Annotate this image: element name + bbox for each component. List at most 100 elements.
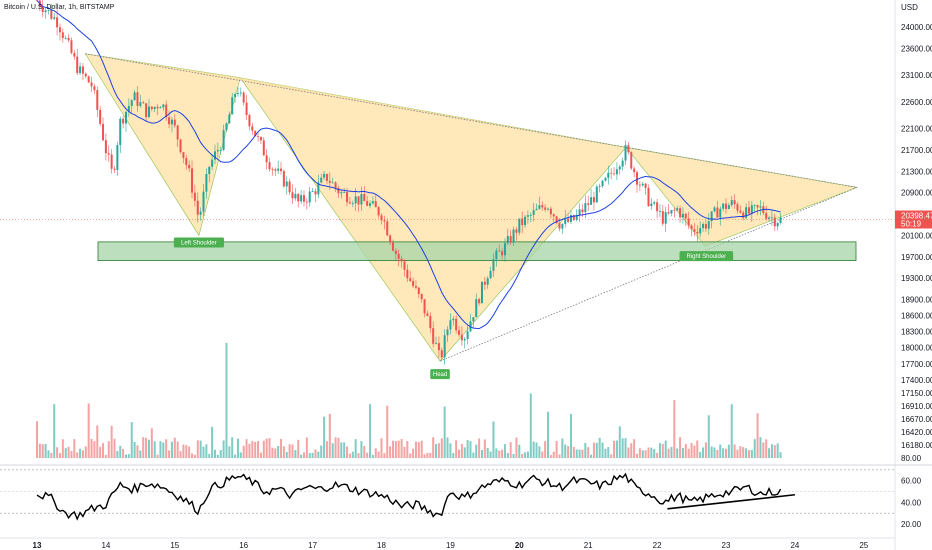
time-tick-label: 13 <box>33 541 42 550</box>
candle-body <box>592 197 595 203</box>
candle-body <box>308 191 311 203</box>
volume-bar <box>727 444 730 458</box>
candle-body <box>681 213 684 218</box>
volume-bar <box>633 439 636 458</box>
candle-body <box>615 169 618 175</box>
candle-body <box>317 182 320 195</box>
volume-bar <box>87 403 90 458</box>
volume-bar <box>245 439 248 458</box>
candle-body <box>549 208 552 215</box>
candle-body <box>503 243 506 256</box>
volume-bar <box>130 422 133 458</box>
candle-body <box>64 37 67 39</box>
candle-body <box>658 211 661 212</box>
volume-bar <box>216 454 219 458</box>
volume-bar <box>501 449 504 458</box>
volume-bar <box>684 443 687 458</box>
candle-body <box>199 211 202 215</box>
volume-bar <box>621 438 624 458</box>
volume-bar <box>679 437 682 458</box>
volume-bar <box>84 446 87 458</box>
volume-bar <box>73 439 76 458</box>
candle-body <box>397 253 400 259</box>
volume-bar <box>280 438 283 458</box>
volume-bar <box>541 451 544 458</box>
volume-bar <box>489 451 492 458</box>
candle-body <box>561 223 564 229</box>
left-shoulder-label-bg <box>173 237 225 248</box>
candle-body <box>509 236 512 243</box>
volume-bar <box>202 446 205 458</box>
candle-body <box>770 217 773 219</box>
candle-body <box>472 317 475 322</box>
candle-body <box>423 299 426 314</box>
candle-body <box>58 27 61 33</box>
price-tick-label: 21700.00 <box>901 146 932 155</box>
right-shoulder-label-bg <box>679 251 734 262</box>
volume-bar <box>483 439 486 458</box>
volume-bar <box>696 440 699 458</box>
volume-bar <box>417 442 420 458</box>
volume-bar <box>394 441 397 458</box>
candle-body <box>142 102 145 104</box>
volume-bar <box>449 443 452 458</box>
volume-bar <box>535 442 538 458</box>
candle-body <box>87 76 90 83</box>
candle-body <box>647 187 650 207</box>
volume-bar <box>35 421 39 458</box>
volume-bar <box>259 452 262 458</box>
candle-body <box>515 229 518 233</box>
candle-body <box>245 102 248 116</box>
candle-body <box>84 73 87 77</box>
volume-bar <box>724 448 728 458</box>
candle-body <box>750 205 753 214</box>
candle-body <box>334 182 337 188</box>
candle-body <box>354 196 357 204</box>
volume-bar <box>277 445 280 458</box>
current-price-value: 20398.47 <box>901 212 932 221</box>
candle-body <box>483 281 486 285</box>
time-tick-label: 25 <box>859 541 868 550</box>
volume-bar <box>458 449 461 458</box>
candle-body <box>679 208 682 218</box>
candle-body <box>475 299 478 318</box>
time-tick-label: 18 <box>377 541 386 550</box>
candle-body <box>690 225 693 230</box>
time-tick-label: 21 <box>584 541 593 550</box>
price-axis-unit: USD <box>901 3 918 12</box>
candle-body <box>745 207 748 218</box>
volume-bar <box>409 453 412 458</box>
volume-bar <box>658 443 661 458</box>
price-tick-label: 19700.00 <box>901 253 932 262</box>
candle-body <box>216 150 219 152</box>
volume-bar <box>607 447 610 458</box>
volume-bar <box>414 441 417 458</box>
volume-bar <box>354 439 357 458</box>
candle-body <box>581 209 584 213</box>
candle-body <box>124 111 128 124</box>
candle-body <box>222 130 225 150</box>
volume-bar <box>107 441 110 458</box>
candle-body <box>113 168 116 170</box>
candle-body <box>670 210 673 214</box>
candle-body <box>302 195 305 202</box>
candle-body <box>673 210 676 211</box>
price-tick-label: 16180.00 <box>901 441 932 450</box>
volume-bar <box>549 454 552 458</box>
volume-bar <box>150 428 153 458</box>
head-label: Head <box>433 372 447 378</box>
annotations: Left Shoulder Head Right Shoulder <box>173 237 734 380</box>
volume-bar <box>526 451 529 458</box>
candle-body <box>325 173 328 181</box>
ma-line <box>36 0 781 330</box>
volume-bar <box>334 437 337 458</box>
candle-body <box>231 97 234 115</box>
current-price-countdown: 50:19 <box>901 220 922 229</box>
price-tick-label: 18300.00 <box>901 328 932 337</box>
candle-body <box>76 56 79 73</box>
volume-bar <box>412 448 415 458</box>
volume-bar <box>480 449 483 458</box>
price-tick-label: 16670.00 <box>901 415 932 424</box>
volume-bar <box>452 453 455 458</box>
